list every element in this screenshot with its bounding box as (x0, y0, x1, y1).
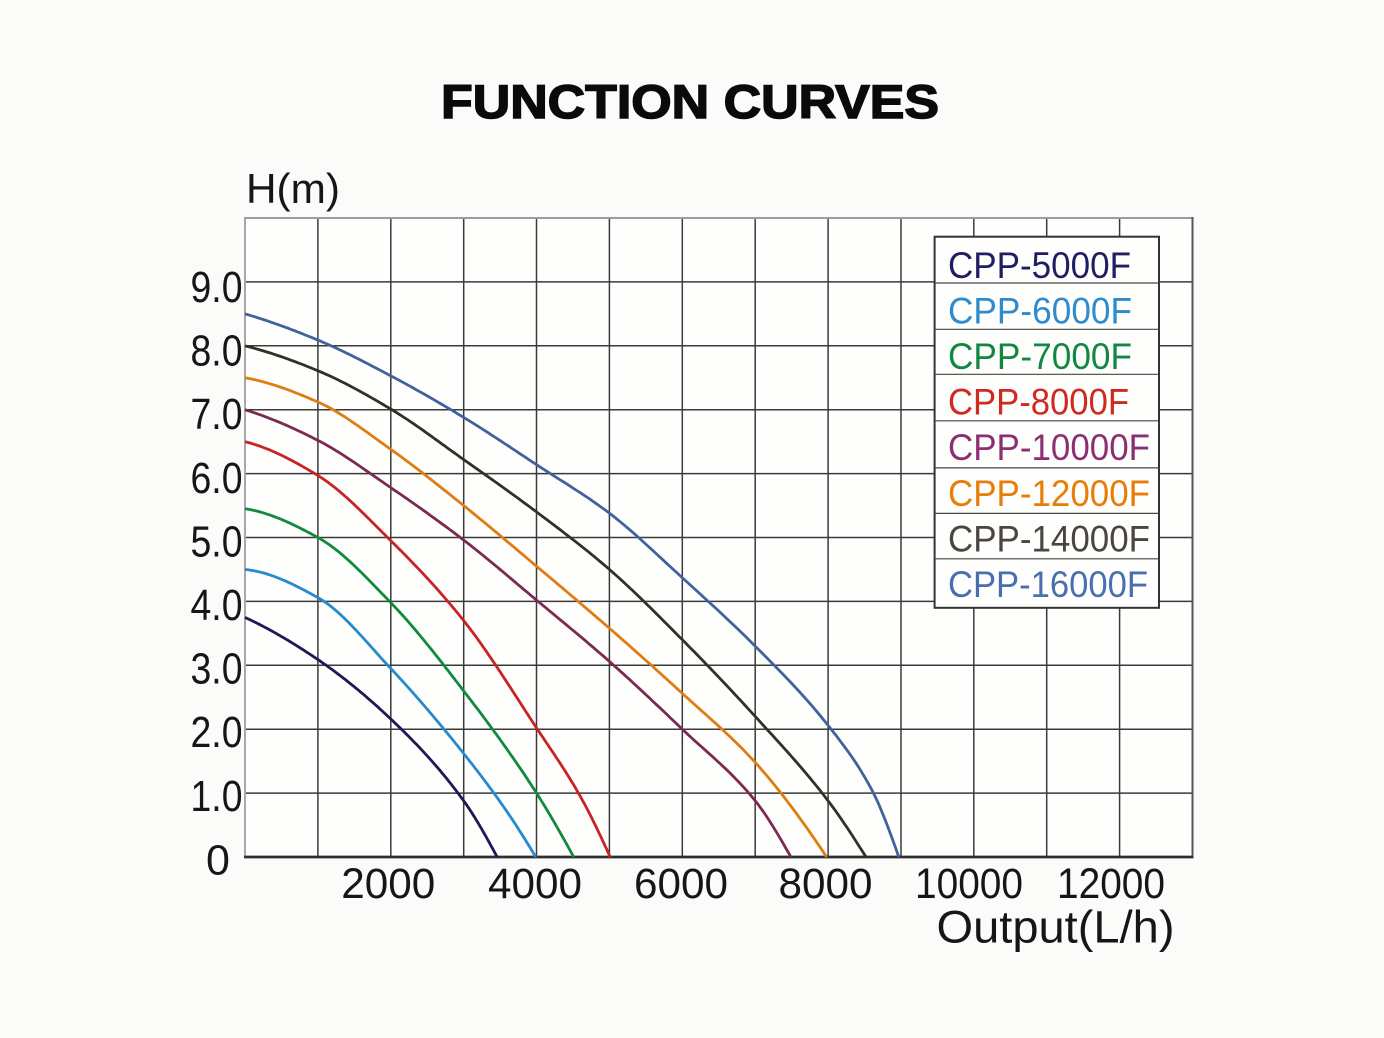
svg-text:3.0: 3.0 (191, 645, 243, 694)
svg-text:CPP-14000F: CPP-14000F (948, 518, 1150, 559)
svg-text:CPP-7000F: CPP-7000F (948, 336, 1132, 377)
svg-text:6.0: 6.0 (191, 454, 243, 503)
svg-text:6000: 6000 (634, 860, 728, 908)
svg-text:Output(L/h): Output(L/h) (937, 902, 1175, 953)
svg-text:CPP-12000F: CPP-12000F (948, 473, 1150, 514)
svg-text:CPP-6000F: CPP-6000F (948, 291, 1132, 332)
svg-text:1.0: 1.0 (191, 772, 243, 821)
svg-text:H(m): H(m) (246, 165, 340, 212)
svg-text:8000: 8000 (779, 860, 873, 908)
svg-text:FUNCTION CURVES: FUNCTION CURVES (441, 76, 939, 129)
svg-text:12000: 12000 (1057, 860, 1165, 908)
svg-text:4.0: 4.0 (191, 581, 243, 630)
svg-text:5.0: 5.0 (191, 517, 243, 566)
svg-text:CPP-5000F: CPP-5000F (948, 245, 1131, 286)
svg-text:0: 0 (206, 836, 230, 884)
svg-text:8.0: 8.0 (191, 327, 243, 376)
svg-text:2000: 2000 (341, 860, 435, 908)
svg-text:CPP-16000F: CPP-16000F (948, 564, 1148, 605)
svg-text:9.0: 9.0 (191, 263, 243, 312)
svg-text:2.0: 2.0 (191, 708, 243, 757)
svg-text:7.0: 7.0 (191, 390, 243, 439)
svg-text:10000: 10000 (915, 860, 1023, 908)
svg-text:4000: 4000 (488, 860, 582, 908)
svg-text:CPP-8000F: CPP-8000F (948, 382, 1129, 423)
svg-text:CPP-10000F: CPP-10000F (948, 427, 1150, 468)
